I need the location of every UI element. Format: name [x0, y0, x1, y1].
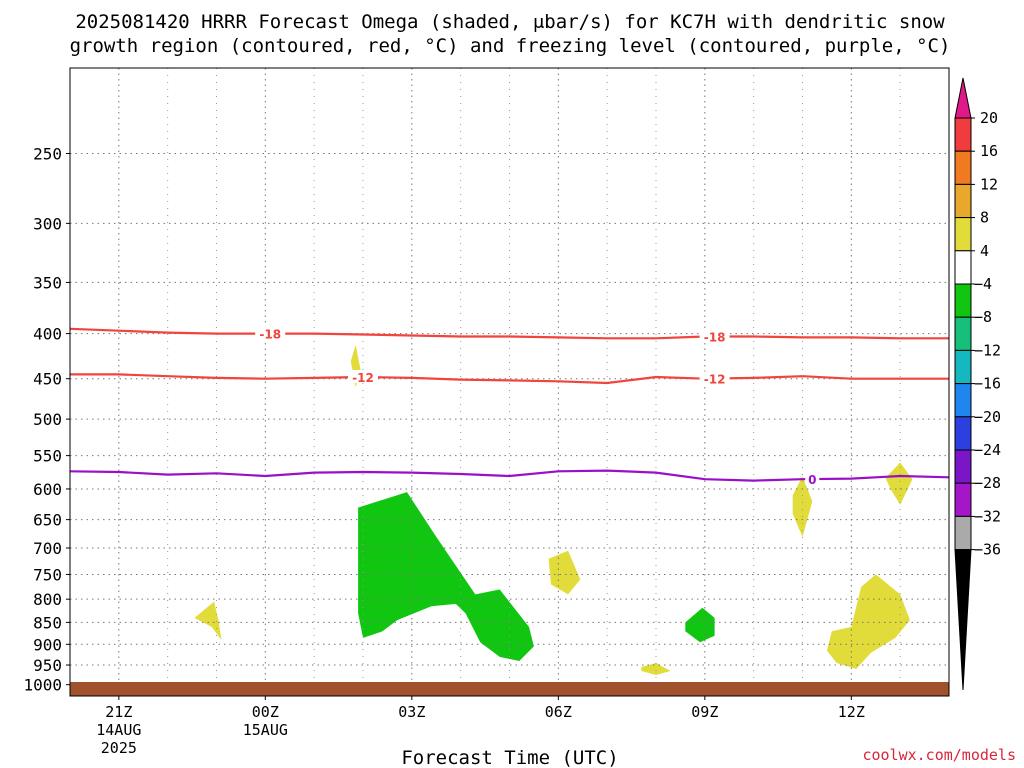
omega-region-positive: [548, 550, 581, 595]
contour-label-bg: [699, 371, 730, 385]
x-tick-label: 06Z: [545, 703, 572, 721]
contour-line: [70, 469, 949, 482]
y-tick-label: 700: [33, 539, 62, 558]
plot-frame: [69, 67, 950, 697]
colorbar-label: −24: [974, 441, 1001, 459]
x-tick-label: 00Z: [252, 703, 279, 721]
colorbar-label: −32: [974, 507, 1001, 525]
omega-region-positive: [826, 574, 910, 669]
y-tick-label: 1000: [23, 676, 62, 695]
y-tick-label: 550: [33, 447, 62, 466]
x-tick-label: 12Z: [838, 703, 865, 721]
contour-line: [70, 373, 949, 385]
omega-region-negative: [685, 607, 715, 643]
colorbar-segment: [954, 283, 972, 318]
colorbar-segment: [954, 515, 972, 551]
colorbar-label: 4: [980, 242, 989, 260]
y-tick-label: 350: [33, 273, 62, 292]
y-tick-label: 250: [33, 144, 62, 163]
contour-label-bg: [805, 472, 820, 486]
y-tick-label: 800: [33, 590, 62, 609]
y-tick-label: 450: [33, 370, 62, 389]
colorbar-segment: [954, 217, 972, 252]
colorbar-segment: [954, 482, 972, 517]
omega-region-negative: [358, 492, 534, 661]
temperature-contours: -18 -18 -12 -12 0: [70, 326, 949, 487]
colorbar: 20 16 12 8 4 −4 −8 −12 −16 −20 −24 −28 −32 −36: [954, 77, 1001, 691]
y-tick-label: 950: [33, 656, 62, 675]
y-tick-label: 650: [33, 511, 62, 530]
contour-label-bg: [348, 370, 378, 384]
colorbar-label: 8: [980, 209, 989, 227]
colorbar-segment: [954, 150, 972, 185]
colorbar-arrow-top: [954, 77, 972, 119]
colorbar-label: 16: [980, 142, 998, 160]
colorbar-segment: [954, 250, 972, 285]
colorbar-label: −36: [974, 541, 1001, 559]
contour-label-bg: [255, 326, 286, 340]
y-tick-label: 750: [33, 565, 62, 584]
colorbar-segment: [954, 416, 972, 451]
y-tick-label: 850: [33, 613, 62, 632]
y-axis: 250 300 350 400 450 500 550 600 650 700 750 800 850 9…: [23, 144, 70, 695]
colorbar-label: −12: [974, 341, 1001, 359]
colorbar-label: −8: [974, 308, 992, 326]
colorbar-arrow-bottom: [954, 549, 972, 691]
colorbar-label: 20: [980, 109, 998, 127]
colorbar-segment: [954, 449, 972, 484]
omega-shading: [194, 344, 913, 675]
x-tick-label: 09Z: [691, 703, 718, 721]
y-tick-label: 500: [33, 410, 62, 429]
y-tick-label: 600: [33, 480, 62, 499]
chart-title-line1: 2025081420 HRRR Forecast Omega (shaded, …: [75, 11, 945, 33]
colorbar-segment: [954, 316, 972, 351]
colorbar-segment: [954, 183, 972, 219]
x-tick-date: 15AUG: [243, 721, 288, 739]
colorbar-segment: [954, 117, 972, 152]
colorbar-label: −28: [974, 474, 1001, 492]
grid-lines: [69, 68, 950, 696]
x-axis-label: Forecast Time (UTC): [401, 747, 618, 768]
colorbar-label: 12: [980, 175, 998, 193]
y-tick-label: 400: [33, 325, 62, 344]
omega-region-positive: [792, 476, 813, 537]
colorbar-label: −4: [974, 275, 992, 293]
plot-area: [70, 68, 949, 696]
colorbar-label: −16: [974, 375, 1001, 393]
y-tick-label: 300: [33, 214, 62, 233]
chart-title-line2: growth region (contoured, red, °C) and f…: [70, 35, 951, 57]
x-tick-label: 21Z: [105, 703, 132, 721]
contour-line: [70, 327, 949, 340]
ground-layer: [70, 682, 949, 696]
x-tick-date: 14AUG: [96, 721, 141, 739]
contour-label: -18: [259, 328, 281, 342]
x-tick-label: 03Z: [398, 703, 425, 721]
omega-region-positive: [885, 462, 913, 505]
credit-text: coolwx.com/models: [862, 746, 1016, 764]
omega-region-positive: [641, 663, 671, 675]
colorbar-label: −20: [974, 408, 1001, 426]
colorbar-segment: [954, 349, 972, 385]
contour-label-bg: [699, 329, 730, 343]
contour-label: -18: [704, 330, 726, 344]
contour-label: 0: [808, 473, 816, 487]
contour-label: -12: [704, 373, 726, 387]
colorbar-segment: [954, 383, 972, 418]
contour-label: -12: [352, 371, 374, 385]
y-tick-label: 900: [33, 635, 62, 654]
x-tick-year: 2025: [101, 739, 137, 757]
omega-region-positive: [194, 601, 222, 640]
